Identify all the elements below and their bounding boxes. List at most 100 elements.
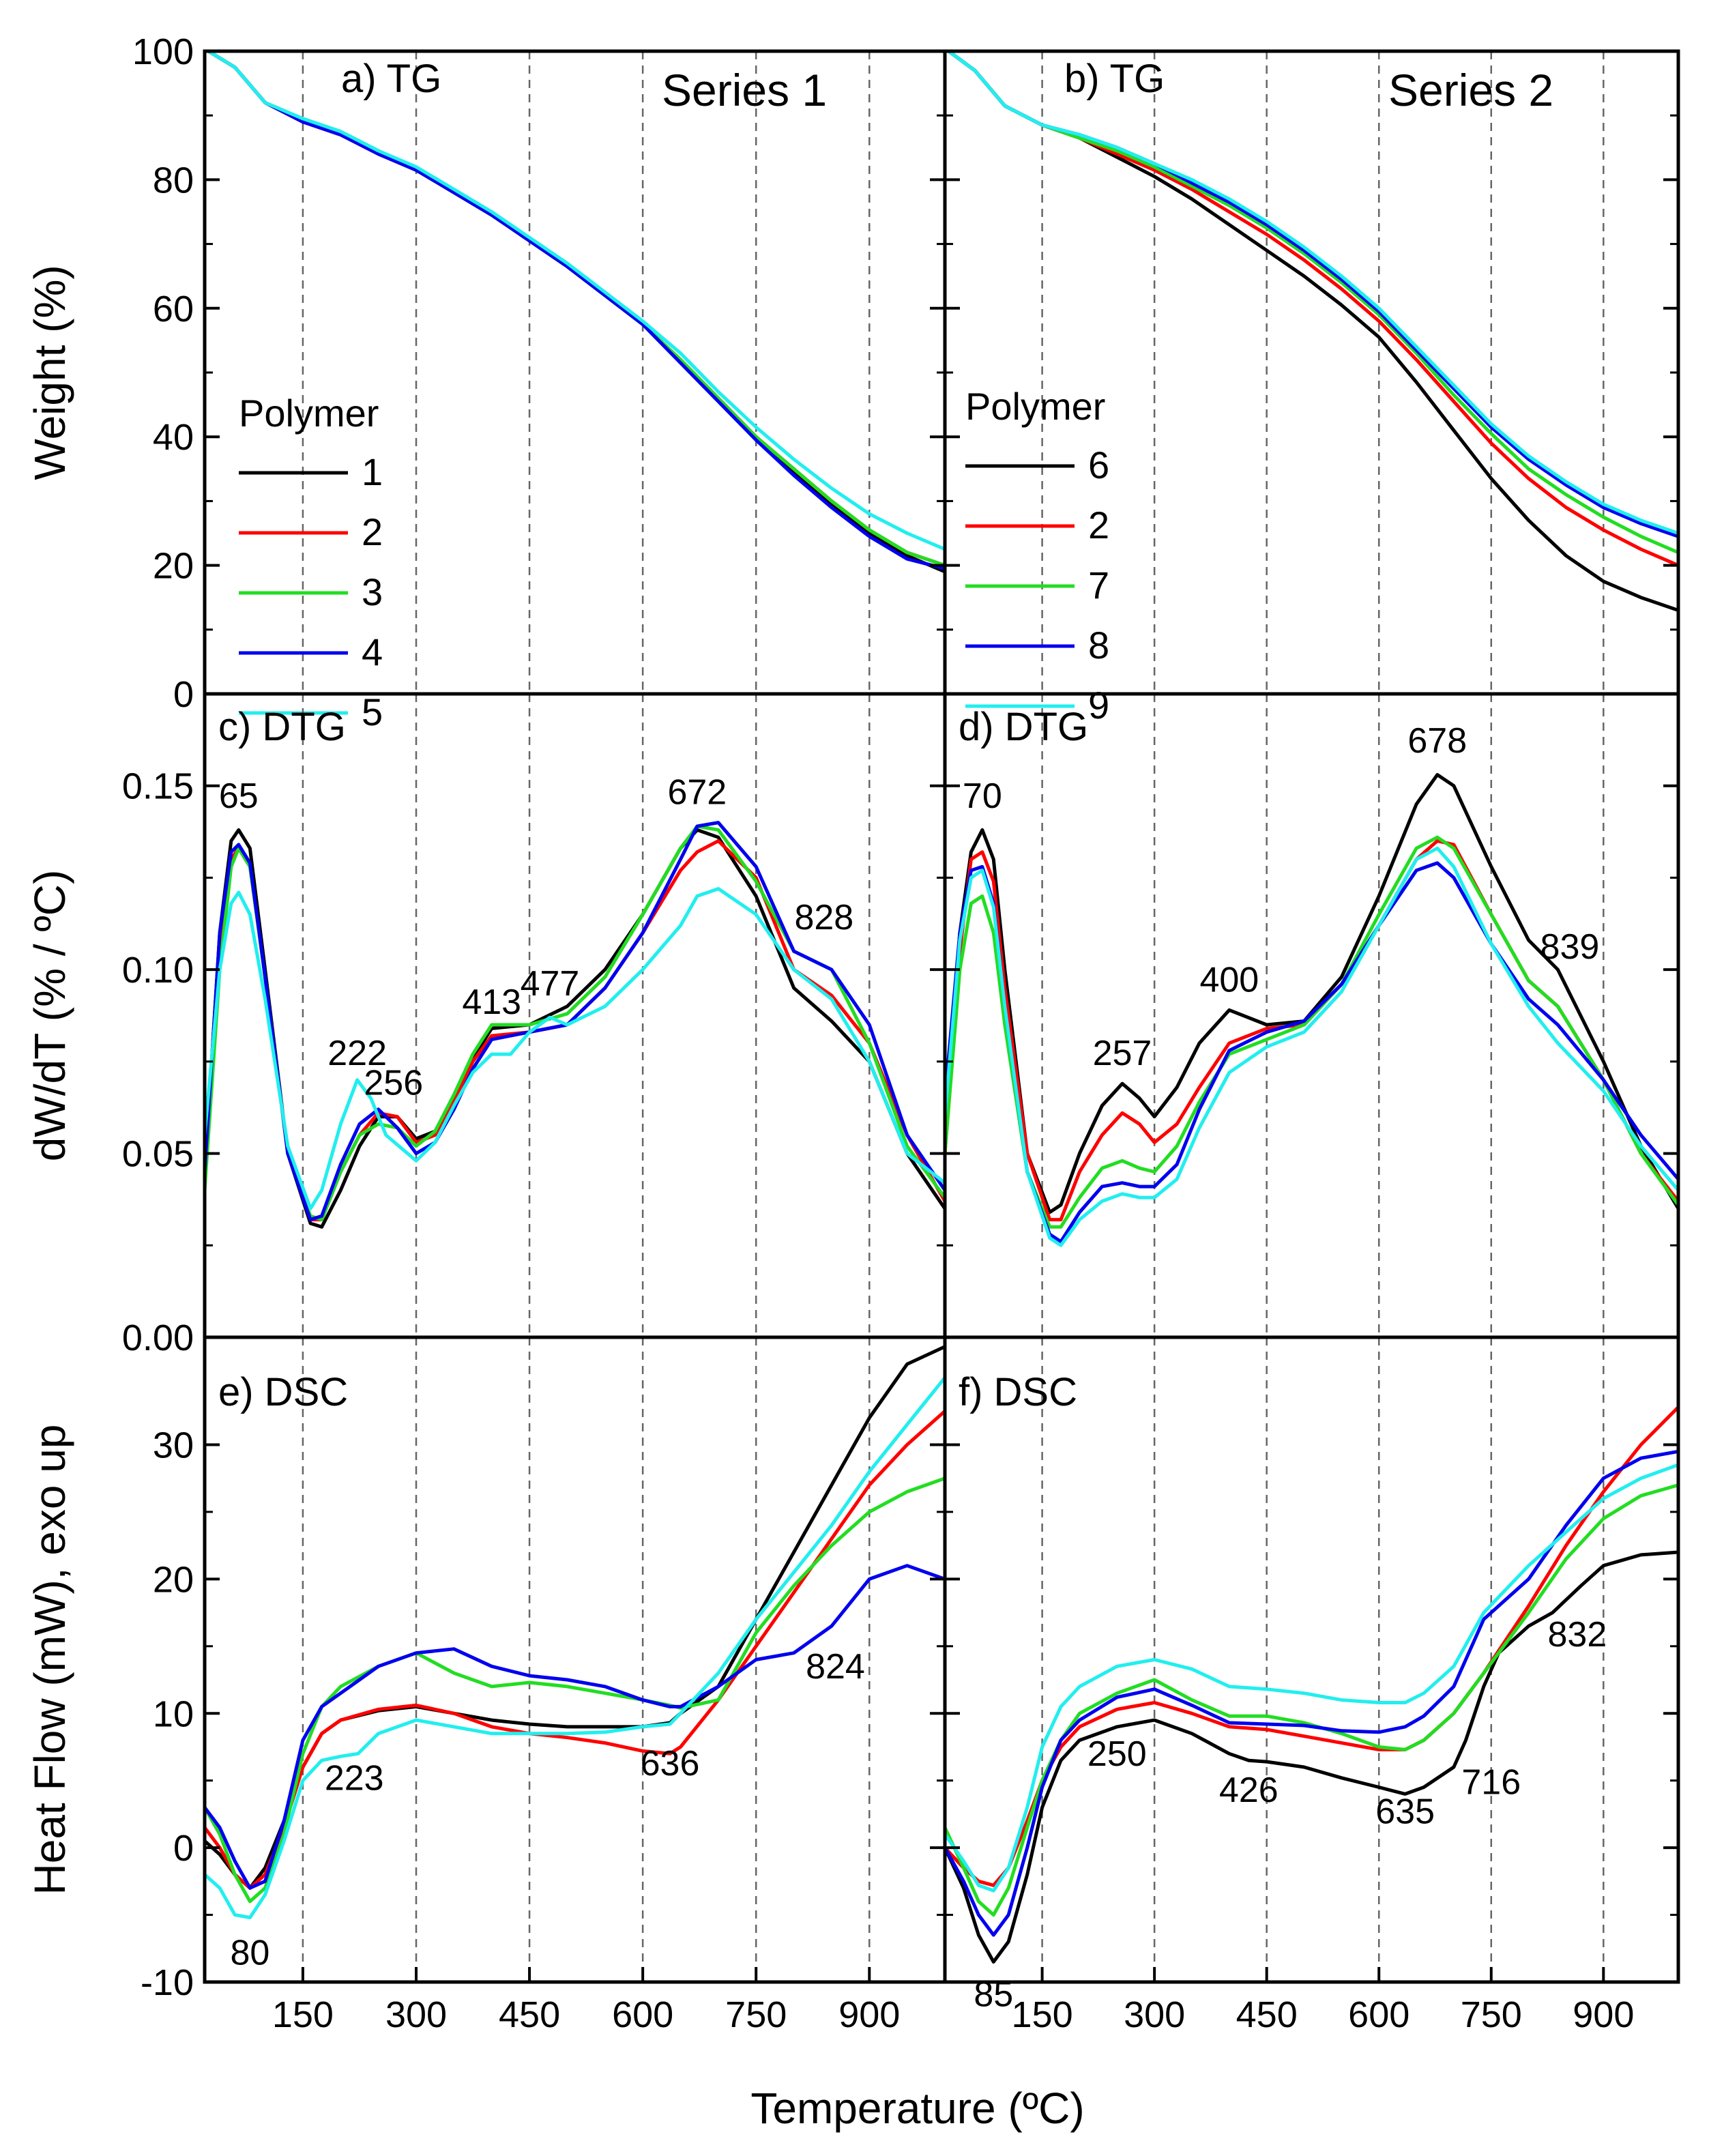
series-line-7	[945, 835, 1678, 1229]
x-tick-label: 750	[1461, 1994, 1522, 2035]
y-tick-label: 0.00	[122, 1317, 194, 1358]
series-line-8	[945, 1449, 1678, 1937]
series-line-5	[205, 887, 945, 1210]
x-tick-label: 600	[1348, 1994, 1409, 2035]
legend: Polymer 1 2 3 4 5	[239, 392, 383, 733]
peak-annotation: 716	[1461, 1762, 1521, 1802]
series-tag: Series 1	[662, 65, 827, 115]
panel-label: f) DSC	[959, 1370, 1077, 1414]
y-tick-label: 0	[173, 1828, 194, 1869]
panel-frame	[943, 1335, 1680, 1984]
peak-annotation: 250	[1087, 1734, 1147, 1774]
legend-entry: 2	[1088, 504, 1109, 547]
series-line-9	[948, 51, 1678, 535]
peak-annotation: 223	[325, 1758, 384, 1798]
y-tick-label: 10	[153, 1693, 194, 1734]
legend-title: Polymer	[239, 392, 379, 435]
panel-frame	[203, 49, 947, 696]
series-line-1	[205, 1345, 945, 1890]
y-tick-label: 0	[173, 674, 194, 715]
peak-annotation: 400	[1199, 960, 1259, 1000]
peak-annotation: 70	[963, 776, 1002, 816]
peak-annotation: 426	[1219, 1771, 1279, 1810]
legend-entry: 8	[1088, 624, 1109, 667]
y-tick-label: 80	[153, 160, 194, 201]
peak-annotation: 839	[1540, 927, 1600, 967]
peak-annotation: 635	[1375, 1792, 1435, 1832]
series-line-5	[205, 1376, 945, 1919]
legend-entry: 5	[362, 690, 383, 733]
peak-annotation: 832	[1548, 1615, 1607, 1655]
peak-annotation: 80	[231, 1933, 270, 1972]
x-tick-label: 150	[1012, 1994, 1073, 2035]
x-tick-label: 450	[1236, 1994, 1298, 2035]
legend-entry: 2	[362, 510, 383, 553]
x-axis-title: Temperature (ºC)	[750, 2084, 1084, 2133]
peak-annotation: 636	[641, 1744, 700, 1783]
y-axis-title: Heat Flow (mW), exo up	[25, 1425, 74, 1895]
peak-annotation: 413	[462, 982, 521, 1022]
panel-label: d) DTG	[959, 705, 1088, 749]
y-tick-label: 100	[132, 31, 194, 72]
peak-annotation: 222	[327, 1034, 387, 1073]
y-axis-title: dW/dT (% / ºC)	[25, 870, 74, 1162]
panel-c: 0.00 0.05 0.10 0.15 dW/dT (% / ºC) c) DTG 65 22…	[25, 692, 947, 1358]
panel-label: a) TG	[341, 57, 441, 101]
series-line-7	[948, 51, 1678, 555]
series-line-3	[205, 1476, 945, 1904]
peak-annotation: 256	[364, 1063, 423, 1103]
series-line-4	[207, 51, 945, 570]
x-tick-label: 300	[385, 1994, 447, 2035]
legend-entry: 9	[1088, 684, 1109, 727]
y-tick-label: 20	[153, 546, 194, 587]
panel-frame	[943, 49, 1680, 696]
y-tick-label: 0.05	[122, 1134, 194, 1175]
peak-annotation: 257	[1093, 1034, 1152, 1073]
y-tick-label: 0.10	[122, 950, 194, 991]
panel-label: b) TG	[1064, 57, 1165, 101]
peak-annotation: 828	[794, 898, 853, 937]
y-tick-label: 20	[153, 1559, 194, 1600]
panel-a: 0 20 40 60 80 100 Weight (%) a) TG Series 1 Polym…	[25, 31, 947, 733]
peak-annotation: 477	[521, 964, 580, 1004]
series-line-8	[948, 51, 1678, 538]
series-line-7	[945, 1483, 1678, 1917]
y-tick-label: 30	[153, 1425, 194, 1466]
series-line-1	[207, 51, 945, 574]
peak-annotation: 678	[1407, 721, 1467, 761]
panel-label: c) DTG	[218, 705, 346, 749]
panel-label: e) DSC	[218, 1370, 348, 1414]
y-tick-label: 40	[153, 417, 194, 458]
y-tick-label: 60	[153, 289, 194, 330]
series-line-6	[945, 1550, 1678, 1964]
peak-annotation: 824	[806, 1647, 865, 1687]
panel-b: b) TG Series 2 Polymer 6 2 7 8 9	[943, 49, 1680, 727]
series-tag: Series 2	[1388, 65, 1553, 115]
series-line-2	[945, 839, 1678, 1222]
y-axis-title: Weight (%)	[25, 265, 74, 480]
legend-entry: 3	[362, 570, 383, 613]
series-line-9	[945, 1463, 1678, 1893]
legend-entry: 4	[362, 630, 383, 673]
panel-e: -10 0 10 20 30 150 300 450 600 750 900 Heat Flow (m…	[25, 1335, 947, 2035]
peak-annotation: 672	[667, 773, 727, 813]
x-tick-label: 300	[1124, 1994, 1185, 2035]
series-line-1	[205, 828, 945, 1229]
series-line-4	[205, 1564, 945, 1890]
legend-entry: 6	[1088, 443, 1109, 486]
peak-annotation: 65	[219, 776, 259, 816]
panel-f: 150 300 450 600 750 900 f) DSC 85 250 426 635 716 83…	[943, 1335, 1680, 2035]
y-tick-label: 0.15	[122, 766, 194, 807]
panel-d: d) DTG 70 257 400 678 839	[943, 692, 1680, 1339]
x-tick-label: 150	[272, 1994, 334, 2035]
peak-annotation: 85	[974, 1975, 1013, 2014]
series-line-6	[945, 773, 1678, 1214]
y-tick-label: -10	[141, 1962, 194, 2003]
x-tick-label: 900	[1573, 1994, 1634, 2035]
legend: Polymer 6 2 7 8 9	[965, 385, 1109, 727]
x-tick-label: 600	[612, 1994, 673, 2035]
series-line-5	[207, 51, 945, 551]
series-line-9	[945, 846, 1678, 1247]
